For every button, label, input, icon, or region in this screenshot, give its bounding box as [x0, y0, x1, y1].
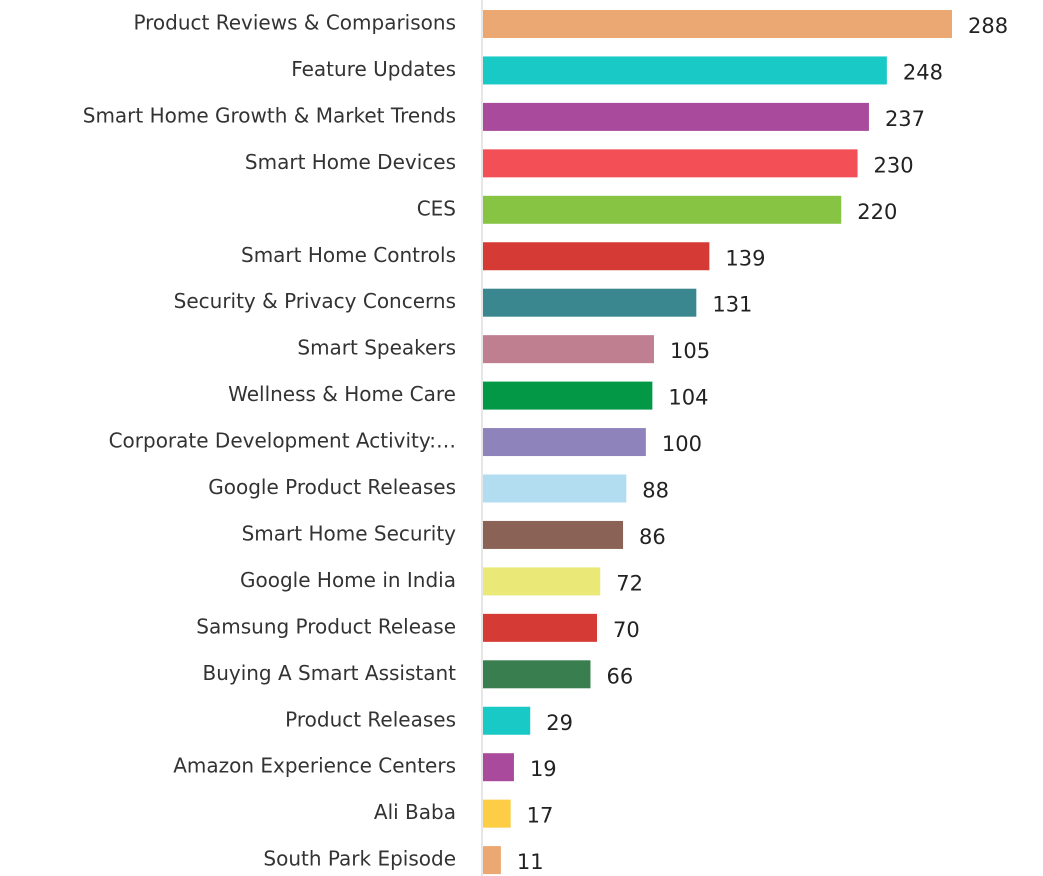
- value-label: 17: [527, 804, 554, 828]
- category-label: Smart Home Controls: [241, 243, 456, 267]
- value-label: 100: [662, 432, 702, 456]
- bar: [483, 149, 858, 178]
- category-label: Google Home in India: [240, 568, 456, 592]
- category-label: Ali Baba: [374, 800, 456, 824]
- value-label: 248: [903, 60, 943, 84]
- value-label: 11: [517, 850, 544, 874]
- value-label: 105: [670, 339, 710, 363]
- category-label: Buying A Smart Assistant: [202, 661, 456, 685]
- value-label: 237: [885, 107, 925, 131]
- category-label: South Park Episode: [263, 847, 456, 871]
- value-label: 70: [613, 618, 640, 642]
- bar: [483, 706, 531, 735]
- bar: [483, 520, 624, 549]
- category-label: Product Releases: [285, 707, 456, 731]
- category-label: Smart Home Growth & Market Trends: [83, 103, 456, 127]
- bar: [483, 660, 591, 689]
- bar: [483, 846, 501, 875]
- value-label: 131: [712, 293, 752, 317]
- value-label: 230: [874, 153, 914, 177]
- bar: [483, 335, 654, 364]
- value-label: 288: [968, 14, 1008, 38]
- category-label: Product Reviews & Comparisons: [133, 11, 456, 35]
- bar: [483, 10, 952, 38]
- value-label: 86: [639, 525, 666, 549]
- bar: [483, 288, 697, 317]
- bar: [483, 753, 514, 782]
- category-label: Google Product Releases: [208, 475, 456, 499]
- value-label: 29: [546, 711, 573, 735]
- category-label: Amazon Experience Centers: [173, 754, 456, 778]
- bar: [483, 102, 869, 131]
- category-label: Smart Home Security: [242, 521, 457, 545]
- bar: [483, 381, 653, 410]
- value-label: 19: [530, 757, 557, 781]
- value-label: 66: [606, 664, 633, 688]
- category-label: CES: [417, 196, 456, 220]
- bar: [483, 428, 646, 457]
- value-label: 220: [857, 200, 897, 224]
- bar: [483, 195, 842, 224]
- bar: [483, 613, 597, 642]
- bar: [483, 242, 710, 271]
- category-label: Corporate Development Activity:…: [109, 429, 456, 453]
- category-label: Samsung Product Release: [196, 614, 456, 638]
- category-label: Wellness & Home Care: [228, 382, 456, 406]
- bar: [483, 56, 887, 85]
- category-label: Security & Privacy Concerns: [174, 289, 456, 313]
- bar: [483, 799, 511, 828]
- value-label: 139: [725, 246, 765, 270]
- value-label: 88: [642, 479, 669, 503]
- category-label: Smart Home Devices: [245, 150, 456, 174]
- bar: [483, 474, 627, 503]
- bar: [483, 567, 601, 596]
- category-label: Smart Speakers: [297, 336, 456, 360]
- category-label: Feature Updates: [291, 57, 456, 81]
- value-label: 72: [616, 571, 643, 595]
- value-label: 104: [668, 386, 708, 410]
